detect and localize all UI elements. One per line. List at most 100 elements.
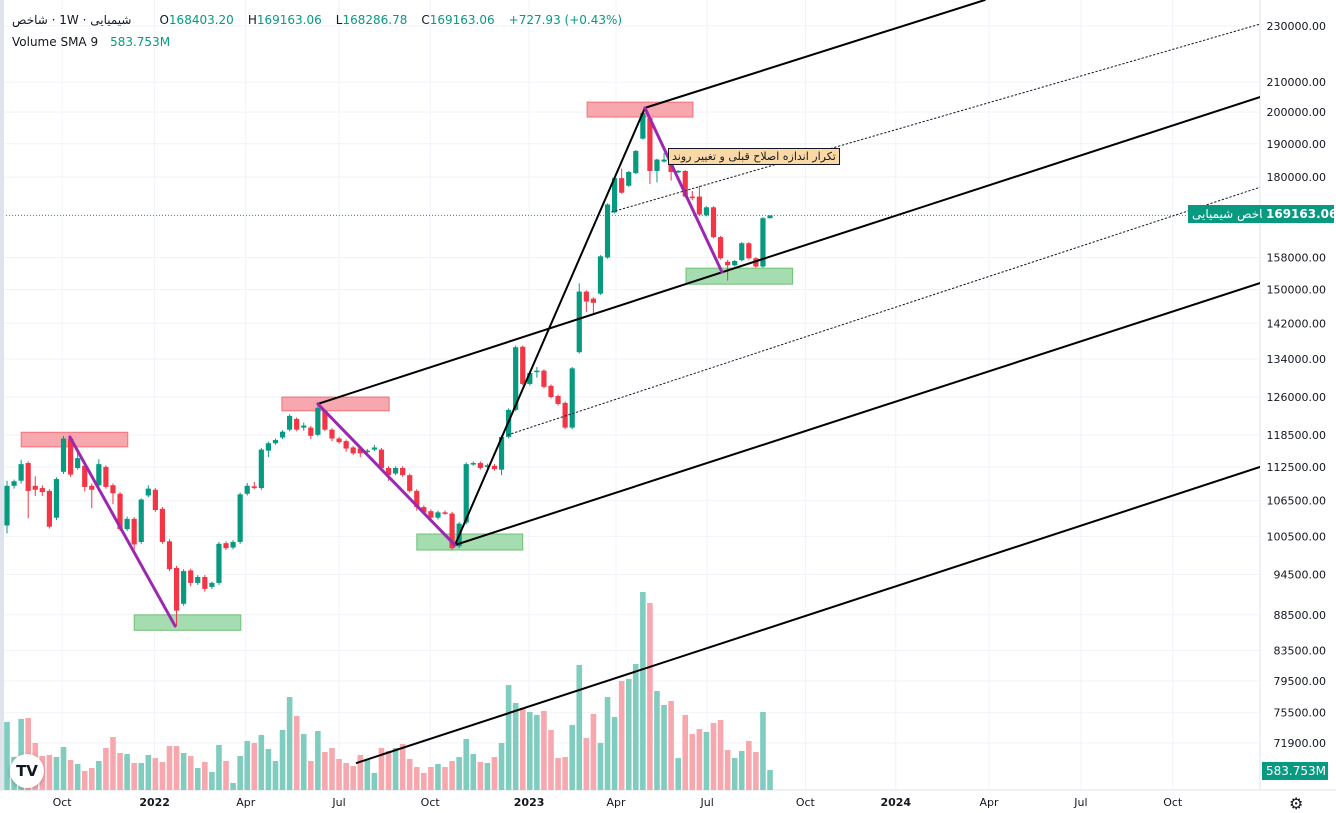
- candle[interactable]: [188, 568, 194, 587]
- candle[interactable]: [195, 575, 201, 585]
- annotation-callout[interactable]: تکرار اندازه اصلاح قبلی و تغییر روند: [668, 148, 840, 165]
- candle[interactable]: [237, 492, 243, 544]
- candle[interactable]: [110, 483, 116, 505]
- gear-icon[interactable]: ⚙: [1289, 794, 1304, 813]
- candle[interactable]: [343, 439, 349, 452]
- candle[interactable]: [717, 236, 724, 260]
- candle[interactable]: [32, 476, 38, 497]
- candle[interactable]: [216, 541, 222, 585]
- correction-leg-3[interactable]: [643, 106, 724, 274]
- candle[interactable]: [96, 459, 102, 488]
- candle[interactable]: [202, 575, 208, 592]
- pitchfork-upper-line[interactable]: [643, 0, 986, 109]
- supply-zone-rectangle[interactable]: [281, 396, 390, 412]
- candle[interactable]: [746, 242, 752, 260]
- candle[interactable]: [661, 152, 667, 163]
- candle[interactable]: [470, 461, 476, 466]
- candle[interactable]: [619, 168, 625, 194]
- candle[interactable]: [103, 465, 109, 489]
- candle[interactable]: [590, 297, 596, 316]
- candle[interactable]: [25, 461, 31, 519]
- candle[interactable]: [82, 464, 88, 492]
- candle[interactable]: [477, 461, 483, 470]
- candle[interactable]: [548, 384, 554, 399]
- pitchfork-lower-line[interactable]: [453, 282, 1260, 547]
- candle[interactable]: [654, 158, 660, 183]
- candle[interactable]: [329, 428, 335, 442]
- chart-pane[interactable]: [0, 0, 1336, 790]
- candle[interactable]: [392, 466, 399, 476]
- candle[interactable]: [378, 447, 385, 470]
- candle[interactable]: [463, 462, 469, 525]
- pitchfork-bottom-line[interactable]: [355, 465, 1261, 764]
- candle[interactable]: [633, 149, 639, 175]
- candle[interactable]: [131, 517, 137, 550]
- candle[interactable]: [173, 565, 180, 627]
- candle[interactable]: [597, 255, 604, 295]
- candle[interactable]: [710, 206, 717, 239]
- candle[interactable]: [753, 257, 759, 268]
- candle[interactable]: [46, 489, 52, 529]
- lower-dotted-line[interactable]: [507, 186, 1260, 436]
- candle[interactable]: [336, 436, 342, 444]
- candle[interactable]: [18, 459, 24, 484]
- candle[interactable]: [145, 485, 151, 498]
- candle[interactable]: [244, 482, 250, 496]
- upper-dotted-line[interactable]: [611, 2, 1336, 213]
- candle[interactable]: [767, 215, 773, 219]
- candle[interactable]: [604, 203, 611, 259]
- candle[interactable]: [294, 417, 300, 432]
- candle[interactable]: [428, 509, 434, 520]
- candle[interactable]: [67, 436, 74, 477]
- candle[interactable]: [209, 581, 215, 589]
- candle[interactable]: [301, 422, 307, 431]
- candle[interactable]: [696, 185, 702, 216]
- demand-zone-rectangle[interactable]: [685, 267, 794, 285]
- pitchfork-median-line[interactable]: [316, 95, 1260, 405]
- candle[interactable]: [739, 242, 745, 262]
- candle[interactable]: [647, 117, 653, 185]
- candle[interactable]: [152, 488, 158, 512]
- candle[interactable]: [513, 345, 519, 412]
- candle[interactable]: [159, 507, 166, 544]
- candle[interactable]: [555, 394, 561, 406]
- candle[interactable]: [258, 447, 264, 490]
- candle[interactable]: [287, 414, 293, 432]
- candle[interactable]: [675, 169, 681, 174]
- candle[interactable]: [407, 473, 413, 493]
- correction-leg-2[interactable]: [316, 402, 457, 547]
- candle[interactable]: [640, 112, 646, 140]
- candle[interactable]: [315, 406, 321, 437]
- candle[interactable]: [583, 290, 589, 313]
- candle[interactable]: [442, 510, 448, 515]
- candle[interactable]: [435, 510, 441, 520]
- candle[interactable]: [251, 481, 257, 490]
- candle[interactable]: [4, 480, 10, 534]
- candle[interactable]: [53, 477, 60, 521]
- candle[interactable]: [265, 441, 272, 458]
- candle[interactable]: [279, 430, 286, 440]
- candle[interactable]: [371, 444, 377, 452]
- candle[interactable]: [11, 479, 17, 489]
- candle[interactable]: [400, 466, 406, 477]
- candle[interactable]: [124, 516, 130, 531]
- candle[interactable]: [626, 170, 632, 187]
- candle[interactable]: [181, 569, 187, 606]
- candle[interactable]: [272, 438, 279, 445]
- candle[interactable]: [223, 541, 229, 551]
- candle[interactable]: [569, 366, 575, 430]
- candle[interactable]: [534, 366, 540, 378]
- candle[interactable]: [484, 463, 491, 469]
- candle[interactable]: [703, 206, 710, 217]
- candle[interactable]: [89, 483, 95, 509]
- candle[interactable]: [520, 345, 526, 386]
- candle[interactable]: [541, 369, 547, 389]
- demand-zone-rectangle[interactable]: [416, 533, 524, 551]
- candle[interactable]: [732, 259, 738, 267]
- candle[interactable]: [230, 540, 236, 550]
- tradingview-logo-icon[interactable]: TV: [10, 754, 44, 788]
- candle[interactable]: [498, 435, 505, 476]
- candle[interactable]: [166, 539, 173, 572]
- candle[interactable]: [60, 435, 67, 475]
